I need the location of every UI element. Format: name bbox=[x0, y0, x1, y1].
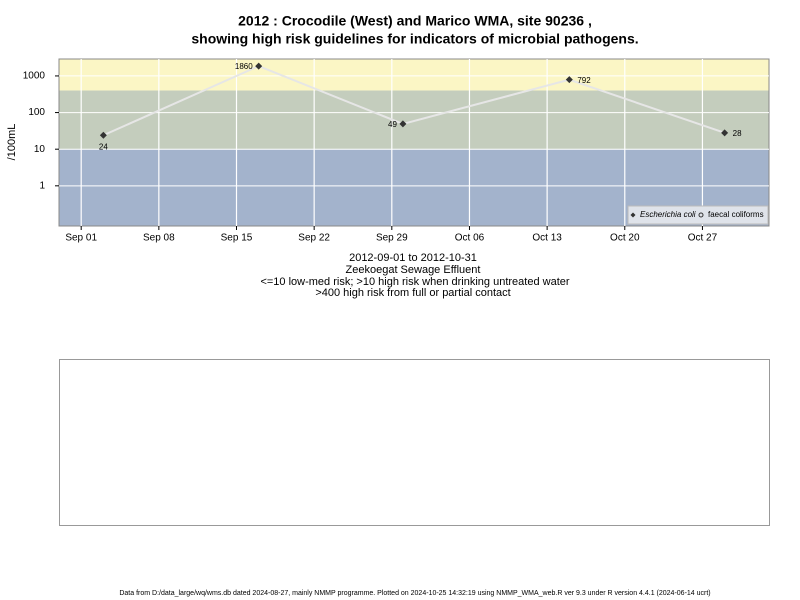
y-axis-label: /100mL bbox=[6, 124, 18, 161]
x-tick-label: Sep 01 bbox=[65, 233, 97, 244]
note: >400 high risk from full or partial cont… bbox=[315, 287, 510, 299]
y-tick-label: 1000 bbox=[23, 71, 46, 82]
data-point bbox=[565, 76, 573, 84]
x-tick-label: Oct 20 bbox=[610, 233, 640, 244]
empty-panel bbox=[59, 359, 770, 526]
y-tick-label: 10 bbox=[34, 144, 46, 155]
data-label: 1860 bbox=[235, 62, 253, 71]
y-tick-label: 1 bbox=[39, 180, 45, 191]
chart-title: 2012 : Crocodile (West) and Marico WMA, … bbox=[238, 13, 592, 29]
plot-frame bbox=[58, 58, 770, 227]
legend-marker bbox=[698, 212, 704, 218]
data-label: 49 bbox=[388, 120, 397, 129]
data-point bbox=[721, 129, 729, 137]
data-point bbox=[255, 62, 263, 70]
chart-subtitle: showing high risk guidelines for indicat… bbox=[191, 31, 638, 47]
data-point bbox=[399, 120, 407, 128]
x-tick-label: Sep 29 bbox=[376, 233, 408, 244]
x-tick-label: Sep 22 bbox=[298, 233, 330, 244]
legend-label: Escherichia coli bbox=[640, 210, 696, 219]
data-label: 28 bbox=[733, 129, 742, 138]
x-tick-label: Oct 06 bbox=[455, 233, 485, 244]
note: <=10 low-med risk; >10 high risk when dr… bbox=[260, 276, 569, 288]
data-point bbox=[99, 131, 107, 139]
y-tick-label: 100 bbox=[28, 107, 45, 118]
data-label: 792 bbox=[577, 76, 591, 85]
legend: Escherichia coli faecal coliforms bbox=[627, 205, 769, 225]
note: Zeekoegat Sewage Effluent bbox=[346, 264, 481, 276]
risk-band bbox=[59, 59, 769, 91]
legend-marker bbox=[630, 212, 636, 218]
legend-label: faecal coliforms bbox=[708, 210, 764, 219]
x-tick-label: Oct 13 bbox=[532, 233, 562, 244]
x-tick-label: Oct 27 bbox=[688, 233, 718, 244]
footer: Data from D:/data_large/wq/wms.db dated … bbox=[119, 590, 710, 597]
data-label: 24 bbox=[99, 142, 108, 151]
x-tick-label: Sep 15 bbox=[221, 233, 253, 244]
note: 2012-09-01 to 2012-10-31 bbox=[349, 252, 477, 264]
risk-band bbox=[59, 90, 769, 150]
legend-box bbox=[627, 205, 769, 225]
x-tick-label: Sep 08 bbox=[143, 233, 175, 244]
